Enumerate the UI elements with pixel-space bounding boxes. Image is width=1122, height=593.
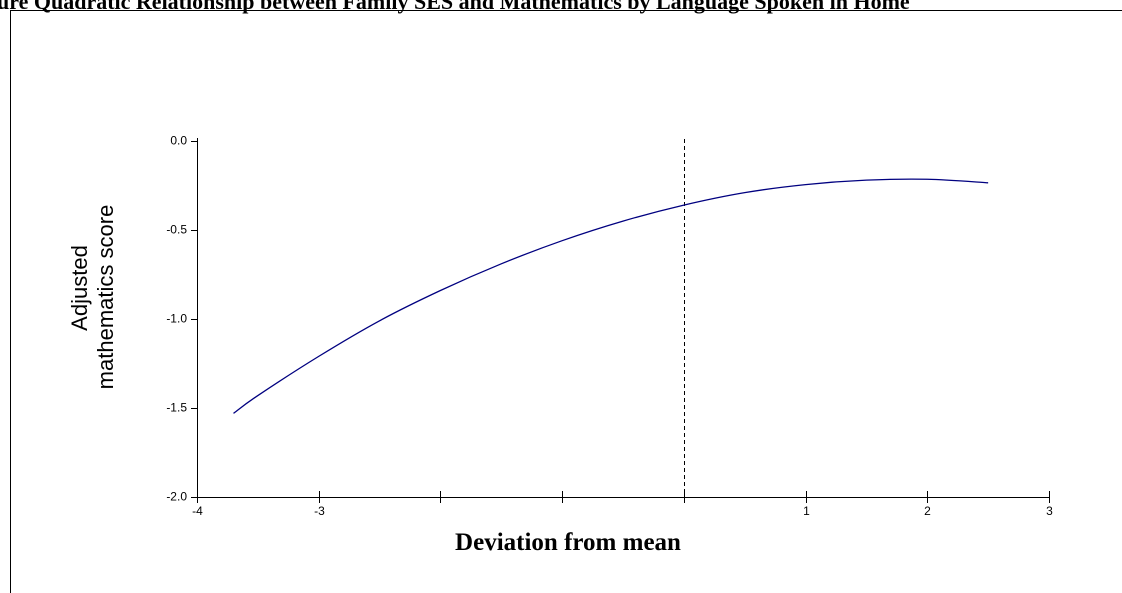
x-axis-label: Deviation from mean xyxy=(455,529,681,556)
x-tick-label: 3 xyxy=(1046,504,1053,518)
x-tick-label: -3 xyxy=(314,504,325,518)
y-axis-label-line-1: Adjusted xyxy=(67,245,92,331)
y-tick-label: -0.5 xyxy=(166,223,187,237)
y-tick-label: -1.5 xyxy=(166,401,187,415)
x-tick-label: -4 xyxy=(192,504,203,518)
y-axis-label-line-2: mathematics score xyxy=(93,205,118,390)
y-tick-label: 0.0 xyxy=(170,134,187,148)
x-axis-ticks: -4 -3 1 2 3 xyxy=(192,491,1053,518)
y-axis-ticks: 0.0 -0.5 -1.0 -1.5 -2.0 xyxy=(166,134,197,504)
x-tick-label: 2 xyxy=(924,504,931,518)
series-line xyxy=(233,178,989,414)
figure-title: gure Quadratic Relationship between Fami… xyxy=(0,0,910,14)
y-tick-label: -2.0 xyxy=(166,490,187,504)
y-tick-label: -1.0 xyxy=(166,312,187,326)
x-tick-label: 1 xyxy=(803,504,810,518)
